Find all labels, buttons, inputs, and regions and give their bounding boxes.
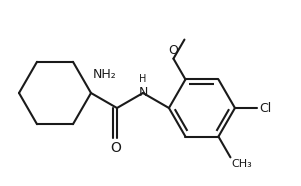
- Text: H: H: [139, 74, 147, 84]
- Text: O: O: [169, 44, 178, 57]
- Text: O: O: [110, 141, 121, 155]
- Text: N: N: [138, 86, 148, 99]
- Text: Cl: Cl: [259, 102, 271, 115]
- Text: CH₃: CH₃: [231, 159, 252, 169]
- Text: NH₂: NH₂: [93, 68, 117, 81]
